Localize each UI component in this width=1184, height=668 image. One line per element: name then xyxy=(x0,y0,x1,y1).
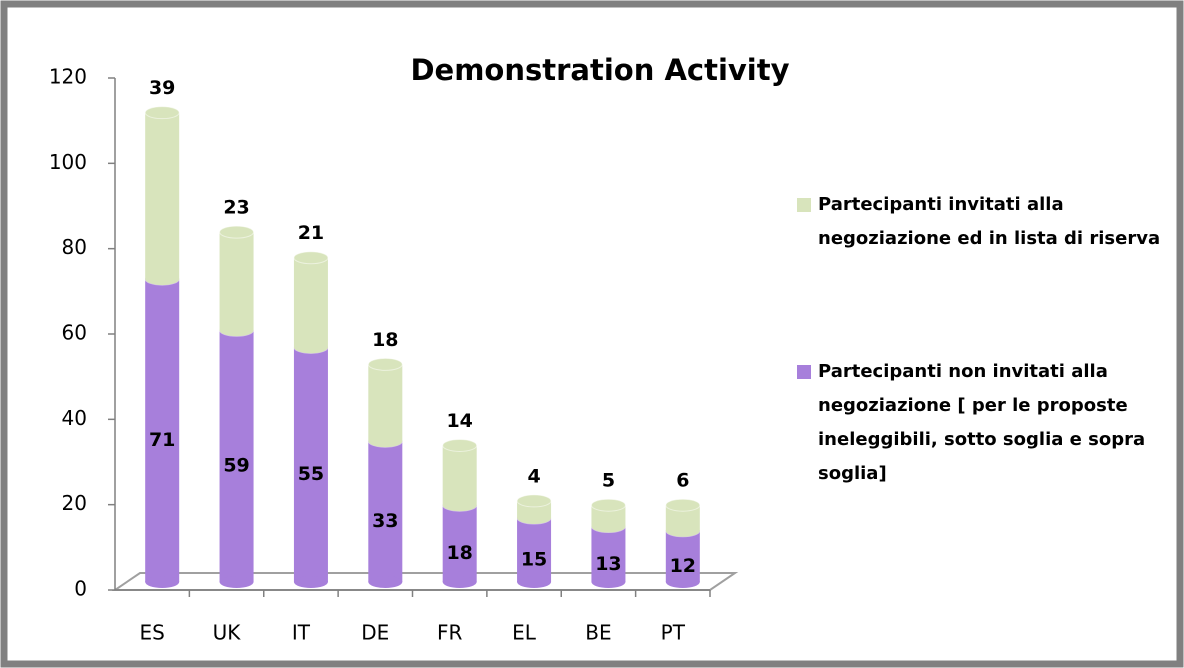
data-label: 23 xyxy=(223,197,249,219)
bar-bottom xyxy=(442,499,477,512)
legend-entry: Partecipanti non invitati alla negoziazi… xyxy=(818,361,1146,484)
data-label: 21 xyxy=(298,222,324,244)
bar xyxy=(442,445,477,506)
plot-floor xyxy=(111,572,739,591)
bar-cap xyxy=(665,498,701,512)
bar xyxy=(219,232,254,331)
bar xyxy=(665,530,700,582)
legend-entry: Partecipanti invitati alla negoziazione … xyxy=(818,194,1161,249)
bar xyxy=(368,364,403,442)
data-label: 55 xyxy=(298,463,324,485)
bar xyxy=(145,279,180,582)
data-label: 4 xyxy=(527,465,540,487)
legend: Partecipanti invitati alla negoziazione … xyxy=(797,194,1161,484)
bar xyxy=(368,441,403,582)
data-label: 6 xyxy=(676,470,689,492)
bar-bottom xyxy=(368,576,403,588)
x-tick-label: UK xyxy=(213,621,242,645)
x-tick-label: BE xyxy=(585,621,611,645)
x-tick-label: FR xyxy=(437,621,463,645)
chart-title: Demonstration Activity xyxy=(410,53,789,87)
bar xyxy=(293,257,328,348)
y-tick-label: 120 xyxy=(49,65,87,89)
bar-bottom xyxy=(442,576,477,588)
bar-bottom xyxy=(293,576,328,588)
bar-bottom xyxy=(591,520,626,533)
y-tick-label: 0 xyxy=(74,577,87,601)
data-label: 39 xyxy=(149,77,175,99)
bar-cap xyxy=(219,225,255,239)
data-label: 18 xyxy=(446,542,472,564)
bar-cap xyxy=(144,106,180,120)
bar-cap xyxy=(293,251,329,265)
data-label: 59 xyxy=(223,455,249,477)
data-label: 14 xyxy=(446,410,472,432)
data-label: 71 xyxy=(149,429,175,451)
bar-cap xyxy=(590,498,626,512)
y-tick-label: 60 xyxy=(62,321,87,345)
bar-bottom xyxy=(219,324,254,337)
data-label: 13 xyxy=(595,553,621,575)
bar-bottom xyxy=(219,576,254,588)
bar xyxy=(145,112,180,280)
legend-label: Partecipanti non invitati alla negoziazi… xyxy=(818,361,1146,484)
legend-swatch xyxy=(797,365,811,379)
data-label: 15 xyxy=(521,549,547,571)
bar-bottom xyxy=(517,512,552,524)
y-tick-label: 100 xyxy=(49,150,87,174)
data-label: 18 xyxy=(372,329,398,351)
bar-bottom xyxy=(145,576,180,588)
y-tick-label: 40 xyxy=(62,406,87,430)
bar-bottom xyxy=(665,524,700,537)
x-tick-label: DE xyxy=(361,621,389,645)
bar xyxy=(517,518,552,582)
bar xyxy=(442,505,477,582)
data-label: 33 xyxy=(372,510,398,532)
x-tick-label: IT xyxy=(292,621,311,645)
data-label: 5 xyxy=(602,470,615,492)
x-tick-label: PT xyxy=(661,621,686,645)
bar-bottom xyxy=(517,576,552,588)
bar-bottom xyxy=(368,435,403,448)
x-tick-label: EL xyxy=(512,621,537,645)
data-label: 12 xyxy=(670,555,696,577)
x-tick-label: ES xyxy=(140,621,165,645)
bar-cap xyxy=(442,438,478,452)
legend-swatch xyxy=(797,198,811,212)
bar-cap xyxy=(516,494,552,508)
bar-bottom xyxy=(145,273,180,286)
bar-bottom xyxy=(591,576,626,588)
bar xyxy=(591,526,626,582)
bar-bottom xyxy=(665,576,700,588)
bar xyxy=(219,330,254,582)
bar-cap xyxy=(367,357,403,371)
y-tick-label: 20 xyxy=(62,491,87,515)
legend-label: Partecipanti invitati alla negoziazione … xyxy=(818,194,1161,249)
bar-bottom xyxy=(293,341,328,354)
bar xyxy=(293,347,328,582)
y-tick-label: 80 xyxy=(62,235,87,259)
